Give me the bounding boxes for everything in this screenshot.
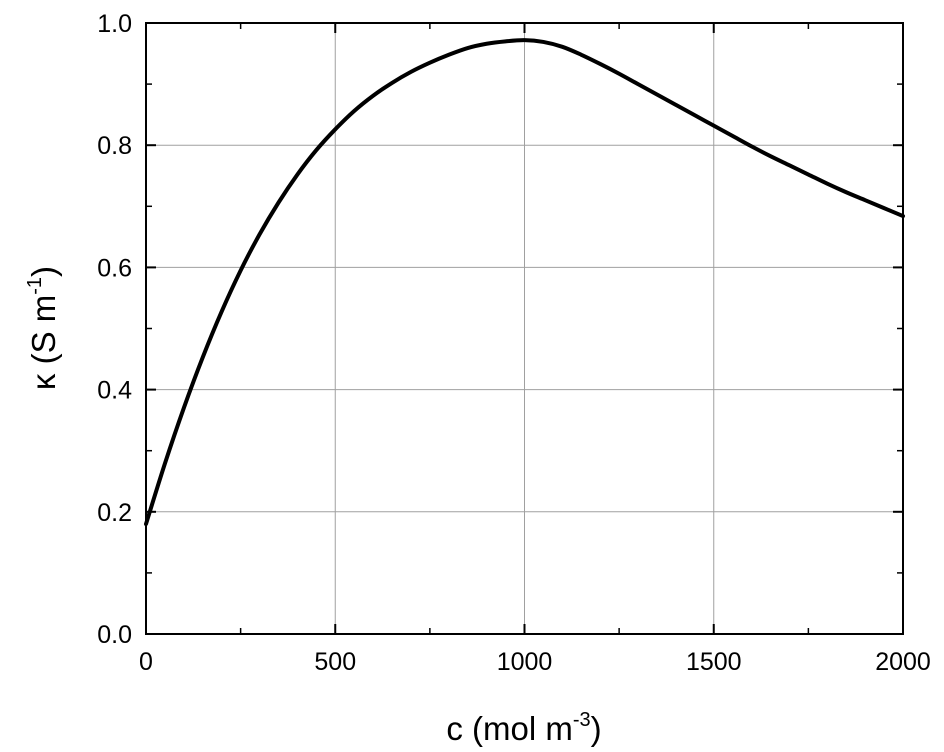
grid-lines xyxy=(146,23,903,634)
y-tick-label: 0.8 xyxy=(97,132,132,160)
x-tick-label: 0 xyxy=(139,648,153,676)
y-tick-label: 0.6 xyxy=(97,254,132,282)
x-tick-label: 1500 xyxy=(686,648,742,676)
y-tick-label: 0.0 xyxy=(97,621,132,649)
plot-frame xyxy=(145,22,904,635)
y-axis-label: κ (S m-1) xyxy=(24,266,62,390)
x-axis-label: c (mol m-3) xyxy=(446,709,601,747)
y-tick-label: 0.2 xyxy=(97,499,132,527)
conductivity-curve xyxy=(144,38,905,527)
x-tick-label: 2000 xyxy=(875,648,931,676)
y-tick-label: 1.0 xyxy=(97,10,132,38)
x-tick-label: 500 xyxy=(314,648,356,676)
x-tick-label: 1000 xyxy=(497,648,553,676)
y-tick-label: 0.4 xyxy=(97,377,132,405)
y-tick-labels: 0.0 0.2 0.4 0.6 0.8 1.0 xyxy=(97,10,132,649)
x-tick-labels: 0 500 1000 1500 2000 xyxy=(139,648,931,676)
